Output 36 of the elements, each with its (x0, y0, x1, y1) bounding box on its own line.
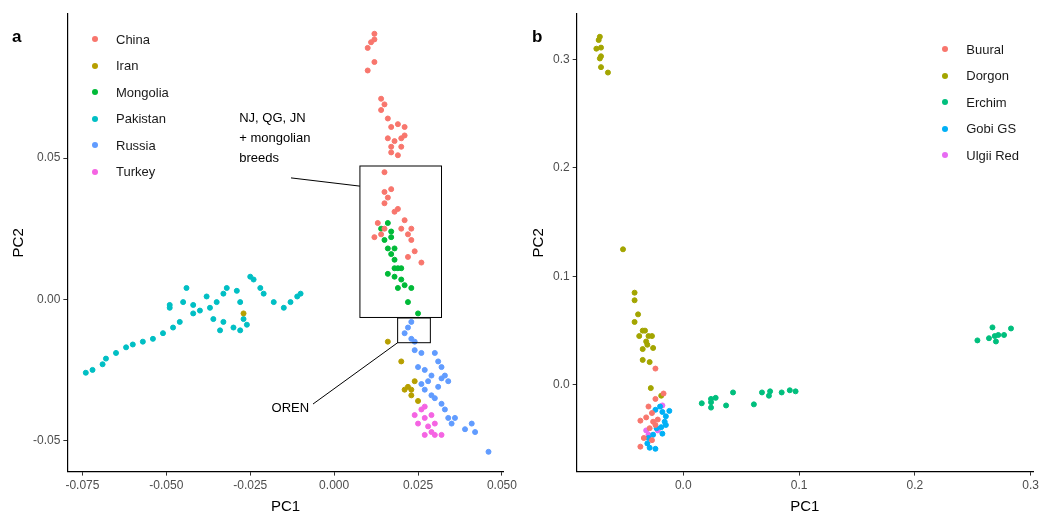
x-tick-label: 0.0 (674, 478, 692, 493)
legend-label: Buural (966, 41, 1004, 57)
legend-label: Gobi GS (966, 121, 1017, 137)
x-tick-label: 0.2 (906, 478, 924, 493)
legend-label: Iran (116, 58, 139, 74)
y-tick-label: -0.05 (32, 432, 61, 447)
legend-label: Dorgon (966, 68, 1009, 84)
y-axis-title: PC2 (529, 228, 547, 258)
legend-label: Russia (116, 137, 156, 153)
legend-label: China (116, 31, 150, 47)
legend-label: Pakistan (116, 111, 166, 127)
y-tick-label: 0.0 (552, 377, 570, 392)
y-tick-label: 0.00 (36, 291, 61, 306)
y-tick-label: 0.2 (552, 160, 570, 175)
y-tick-label: 0.05 (36, 150, 61, 165)
legend-label: Erchim (966, 94, 1007, 110)
x-tick-label: 0.050 (486, 478, 518, 493)
y-axis-title: PC2 (9, 228, 27, 258)
x-tick-label: 0.1 (790, 478, 808, 493)
legend-label: Turkey (116, 164, 156, 180)
text: b (532, 27, 543, 46)
y-tick-label: 0.3 (552, 51, 570, 66)
x-tick-label: -0.075 (65, 478, 100, 493)
x-tick-label: 0.025 (403, 478, 434, 493)
legend-label: Ulgii Red (966, 147, 1019, 163)
x-axis-title: PC1 (790, 497, 820, 515)
legend-label: Mongolia (116, 84, 169, 100)
x-tick-label: 0.000 (319, 478, 350, 493)
x-axis-title: PC1 (270, 497, 301, 515)
y-tick-label: 0.1 (552, 268, 570, 283)
x-tick-label: -0.025 (233, 478, 268, 493)
annotation: NJ, QG, JN + mongolian breeds (239, 108, 311, 167)
text: a (12, 27, 22, 46)
annotation: OREN (271, 399, 310, 418)
x-tick-label: 0.3 (1022, 478, 1040, 493)
x-tick-label: -0.050 (149, 478, 184, 493)
